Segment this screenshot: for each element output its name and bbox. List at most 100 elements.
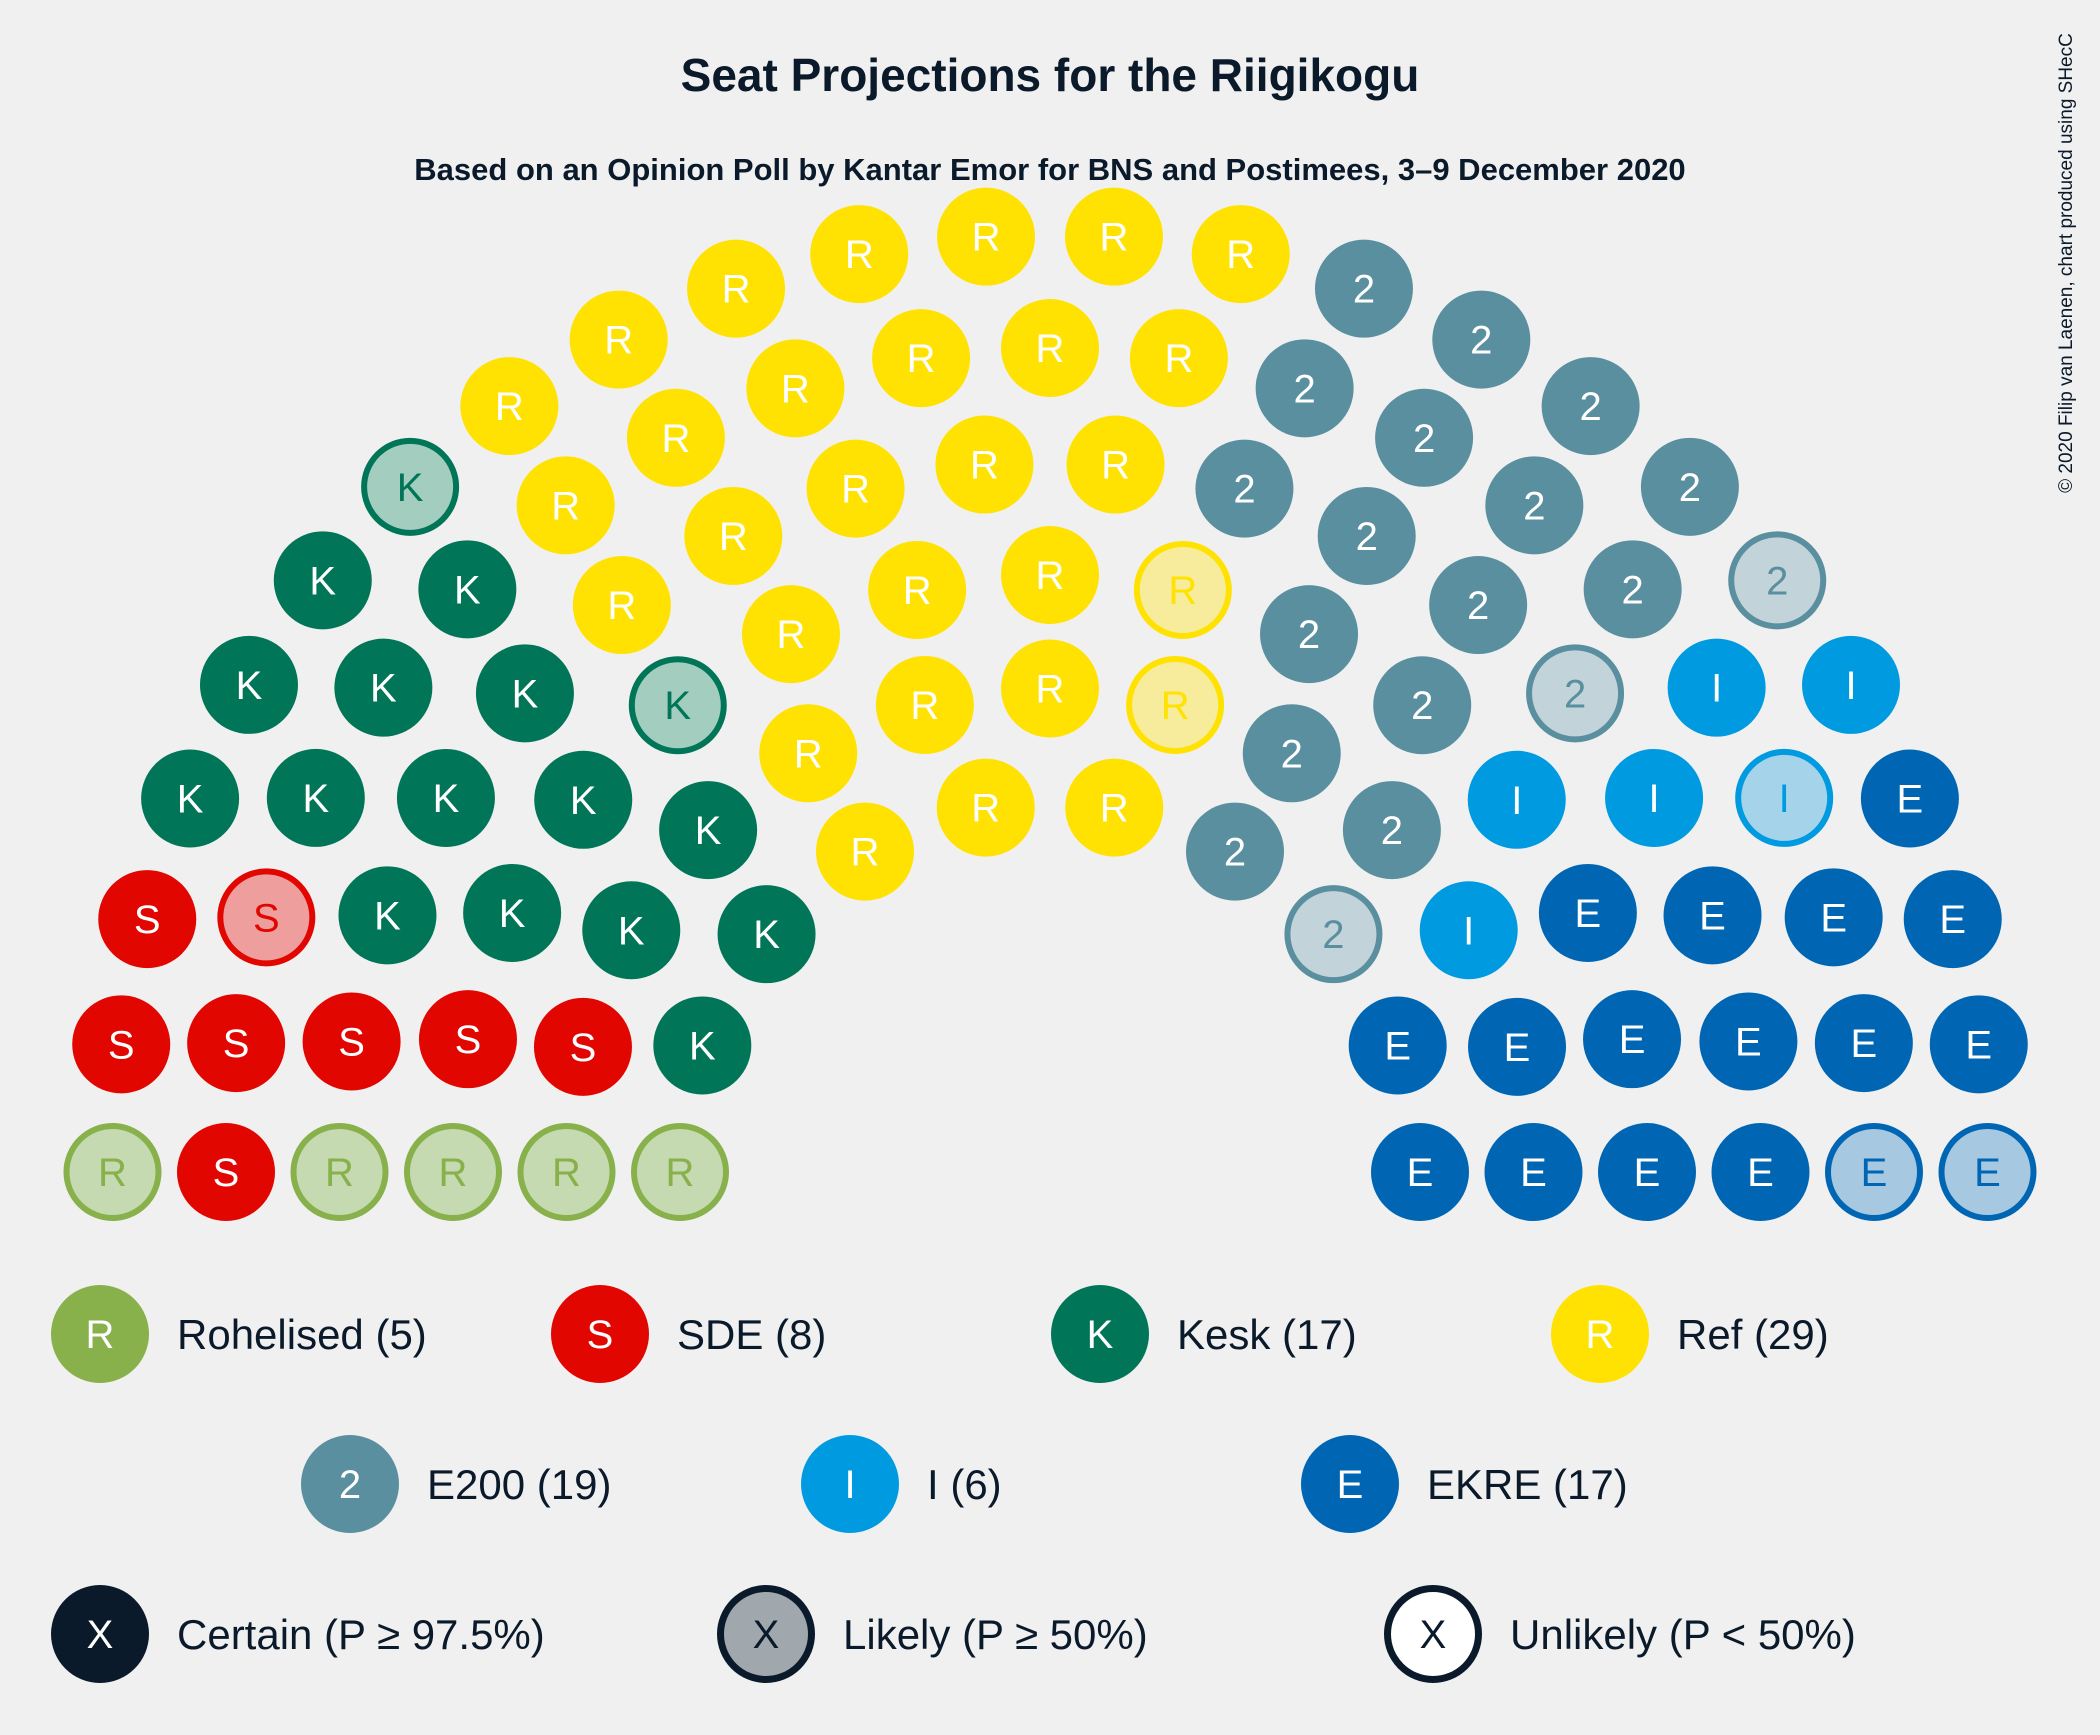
seat-circle (1284, 885, 1383, 984)
seat-circle (569, 290, 668, 389)
seat-kesk: K (334, 638, 433, 737)
seat-circle (517, 1123, 616, 1221)
seat-letter: R (1164, 337, 1193, 381)
seat-sde: S (98, 870, 197, 969)
seat-circle (1526, 644, 1625, 743)
legend-label: I (6) (927, 1461, 1002, 1508)
seat-circle (659, 781, 758, 880)
seat-circle (572, 556, 671, 655)
seat-circle (687, 239, 786, 338)
seat-letter: R (1100, 787, 1129, 831)
legend-swatch (301, 1435, 399, 1533)
seat-sde: S (217, 868, 316, 967)
seat-ref: R (1126, 655, 1225, 754)
seat-circle (1485, 456, 1584, 555)
legend-swatch-letter: I (844, 1463, 855, 1507)
seat-circle (1938, 1123, 2037, 1221)
seat-letter: E (1939, 898, 1966, 942)
seat-letter: I (1845, 664, 1856, 708)
seat-kesk: K (361, 437, 460, 536)
seat-rohelised: R (290, 1123, 389, 1221)
seat-circle (1605, 748, 1704, 847)
seat-letter: K (664, 684, 691, 728)
seat-circle (1903, 870, 2002, 969)
seat-letter: K (370, 667, 397, 711)
seat-letter: S (108, 1023, 135, 1067)
seat-ekre: E (1598, 1123, 1696, 1221)
seat-letter: R (972, 216, 1001, 260)
seat-kesk: K (338, 866, 437, 965)
seat-circle (1735, 748, 1834, 847)
seat-letter: R (661, 417, 690, 461)
legend-swatch (551, 1285, 649, 1383)
seat-kesk: K (717, 885, 816, 984)
legend-label: SDE (8) (677, 1311, 826, 1358)
seat-letter: S (223, 1022, 250, 1066)
seat-letter: R (841, 468, 870, 512)
seat-ref: R (810, 205, 909, 304)
seat-ref: R (460, 357, 559, 456)
seat-letter: E (1974, 1151, 2001, 1195)
seat-letter: R (1161, 684, 1190, 728)
seat-circle (1195, 439, 1294, 538)
seat-letter: R (845, 233, 874, 277)
seat-e200: 2 (1640, 437, 1739, 536)
legend-label: Certain (P ≥ 97.5%) (177, 1611, 545, 1658)
legend-item-e200: 2 E200 (19) (301, 1435, 611, 1533)
seat-ekre: E (1663, 866, 1762, 965)
seat-sde: S (418, 990, 517, 1089)
seat-letter: R (1036, 554, 1065, 598)
seat-ref: R (936, 758, 1035, 857)
seat-circle (63, 1123, 162, 1221)
seat-circle (1371, 1123, 1469, 1221)
seat-circle (475, 644, 574, 743)
seat-kesk: K (418, 540, 517, 639)
seat-circle (628, 656, 727, 755)
seat-ekre: E (1371, 1123, 1469, 1221)
seat-letter: R (781, 367, 810, 411)
seat-ref: R (806, 439, 905, 538)
seat-letter: I (1463, 909, 1474, 953)
seat-circle (338, 866, 437, 965)
seat-letter: R (719, 515, 748, 559)
seat-letter: R (1100, 216, 1129, 260)
seat-e200: 2 (1541, 357, 1640, 456)
legend-swatch (1051, 1285, 1149, 1383)
seat-circle (1541, 357, 1640, 456)
seat-circle (1667, 638, 1766, 737)
seat-letter: I (1649, 777, 1660, 821)
seat-letter: 2 (1564, 672, 1586, 716)
legend-swatch-letter: E (1337, 1463, 1364, 1507)
seat-letter: 2 (1580, 385, 1602, 429)
seat-letter: 2 (1281, 732, 1303, 776)
legend-label: Ref (29) (1677, 1311, 1829, 1358)
seat-letter: 2 (1470, 319, 1492, 363)
seat-ref: R (516, 456, 615, 555)
seat-letter: E (1407, 1151, 1434, 1195)
seat-ekre: E (1784, 868, 1883, 967)
seat-letter: E (1384, 1024, 1411, 1068)
seat-circle (746, 339, 845, 438)
seat-ref: R (569, 290, 668, 389)
seat-letter: R (971, 787, 1000, 831)
seat-letter: K (753, 913, 780, 957)
seat-circle (516, 456, 615, 555)
seat-circle (334, 638, 433, 737)
legend-label: Kesk (17) (1177, 1311, 1357, 1358)
seat-circle (98, 870, 197, 969)
seat-circle (533, 997, 632, 1096)
seat-ekre: E (1538, 863, 1637, 962)
seat-letter: K (689, 1024, 716, 1068)
legend-swatch-letter: X (87, 1613, 114, 1657)
seat-letter: 2 (1224, 831, 1246, 875)
legend-swatch-letter: R (86, 1313, 115, 1357)
seat-letter: S (253, 896, 280, 940)
seat-e200: 2 (1255, 339, 1354, 438)
seat-letter: 2 (1413, 417, 1435, 461)
chart-subtitle: Based on an Opinion Poll by Kantar Emor … (414, 152, 1686, 187)
seat-circle (1583, 540, 1682, 639)
seat-letter: 2 (1411, 684, 1433, 728)
seat-circle (361, 437, 460, 536)
seat-letter: K (512, 672, 539, 716)
